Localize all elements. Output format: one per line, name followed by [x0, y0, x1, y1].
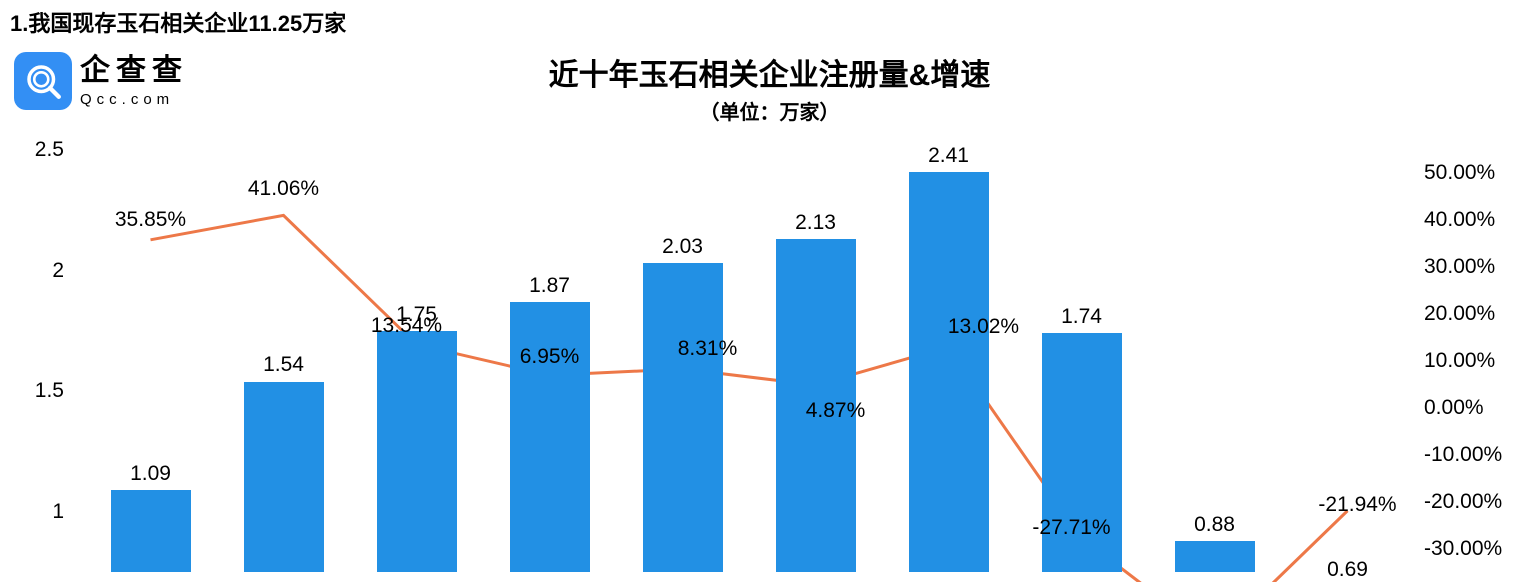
- bar-value-label: 1.54: [263, 353, 304, 377]
- chart-plot-area: 11.522.5-30.00%-20.00%-10.00%0.00%10.00%…: [14, 150, 1525, 572]
- page-heading: 1.我国现存玉石相关企业11.25万家: [0, 0, 1539, 38]
- y-right-tick: 40.00%: [1424, 208, 1495, 232]
- y-left-tick: 1.5: [14, 379, 64, 403]
- y-right-tick: 10.00%: [1424, 349, 1495, 373]
- bar-value-label: 1.09: [130, 462, 171, 486]
- bar-value-label: 2.13: [795, 211, 836, 235]
- line-value-label: 4.87%: [806, 399, 866, 423]
- line-value-label: 41.06%: [248, 177, 319, 201]
- line-value-label: 13.54%: [371, 314, 442, 338]
- y-right-tick: -20.00%: [1424, 490, 1502, 514]
- bar-value-label: 1.74: [1061, 305, 1102, 329]
- y-right-tick: -30.00%: [1424, 537, 1502, 561]
- y-right-tick: 30.00%: [1424, 255, 1495, 279]
- y-right-tick: -10.00%: [1424, 443, 1502, 467]
- y-left-tick: 2: [14, 259, 64, 283]
- bar-value-label: 0.69: [1327, 558, 1368, 582]
- growth-line-path: [151, 215, 1348, 582]
- bar: [1175, 541, 1255, 572]
- bar: [909, 172, 989, 572]
- chart-title: 近十年玉石相关企业注册量&增速: [0, 50, 1539, 94]
- bar: [111, 490, 191, 572]
- chart-title-block: 近十年玉石相关企业注册量&增速 （单位：万家）: [0, 50, 1539, 125]
- y-right-tick: 0.00%: [1424, 396, 1484, 420]
- bar: [244, 382, 324, 573]
- line-value-label: 35.85%: [115, 208, 186, 232]
- line-value-label: 8.31%: [678, 337, 738, 361]
- bar-value-label: 2.41: [928, 144, 969, 168]
- line-value-label: 13.02%: [948, 315, 1019, 339]
- bar: [643, 263, 723, 572]
- bar-value-label: 2.03: [662, 235, 703, 259]
- y-left-tick: 1: [14, 500, 64, 524]
- line-value-label: 6.95%: [520, 345, 580, 369]
- line-value-label: -27.71%: [1032, 516, 1110, 540]
- bar-value-label: 0.88: [1194, 513, 1235, 537]
- line-value-label: -21.94%: [1318, 493, 1396, 517]
- y-left-tick: 2.5: [14, 138, 64, 162]
- y-right-tick: 50.00%: [1424, 161, 1495, 185]
- bar: [377, 331, 457, 572]
- bar: [510, 302, 590, 572]
- chart-subtitle: （单位：万家）: [0, 96, 1539, 125]
- bar-value-label: 1.87: [529, 274, 570, 298]
- y-right-tick: 20.00%: [1424, 302, 1495, 326]
